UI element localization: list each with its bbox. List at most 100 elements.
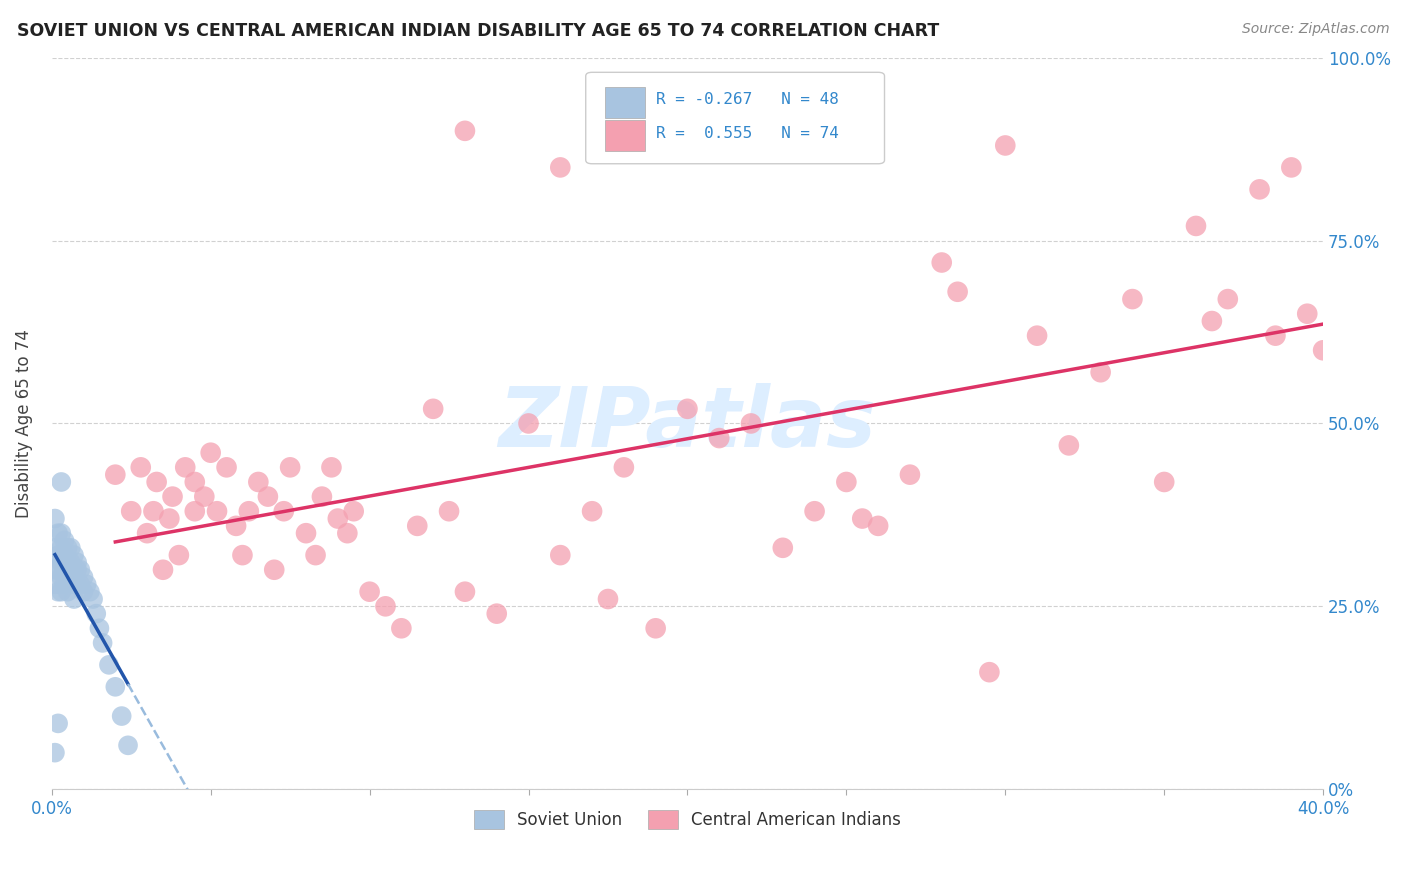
Point xyxy=(91,636,114,650)
Point xyxy=(145,475,167,489)
Point xyxy=(247,475,270,489)
Point xyxy=(1216,292,1239,306)
Point xyxy=(238,504,260,518)
Point xyxy=(946,285,969,299)
Point xyxy=(321,460,343,475)
Point xyxy=(167,548,190,562)
Point xyxy=(1026,328,1049,343)
Point xyxy=(868,519,890,533)
Point xyxy=(835,475,858,489)
FancyBboxPatch shape xyxy=(605,87,645,118)
Point xyxy=(931,255,953,269)
Point xyxy=(979,665,1001,680)
Point xyxy=(66,577,89,591)
Point xyxy=(97,657,120,672)
Point xyxy=(174,460,197,475)
Point xyxy=(66,556,89,570)
Point xyxy=(336,526,359,541)
Point xyxy=(517,417,540,431)
Point xyxy=(53,548,76,562)
Point xyxy=(51,526,73,541)
Point xyxy=(84,607,107,621)
FancyBboxPatch shape xyxy=(605,120,645,151)
Point xyxy=(82,592,104,607)
Point xyxy=(63,592,86,607)
Point xyxy=(389,621,412,635)
Point xyxy=(1057,438,1080,452)
Point xyxy=(129,460,152,475)
Point xyxy=(772,541,794,555)
Point xyxy=(374,599,396,614)
FancyBboxPatch shape xyxy=(586,72,884,164)
Point xyxy=(263,563,285,577)
Point xyxy=(56,570,79,584)
Point xyxy=(1296,307,1319,321)
Point xyxy=(59,556,82,570)
Point xyxy=(44,541,66,555)
Point xyxy=(311,490,333,504)
Point xyxy=(184,504,207,518)
Point xyxy=(53,563,76,577)
Text: R = -0.267   N = 48: R = -0.267 N = 48 xyxy=(655,92,838,107)
Point xyxy=(44,577,66,591)
Point xyxy=(56,541,79,555)
Point xyxy=(273,504,295,518)
Point xyxy=(193,490,215,504)
Point xyxy=(1312,343,1334,358)
Point xyxy=(44,563,66,577)
Point xyxy=(63,563,86,577)
Point xyxy=(709,431,731,445)
Point xyxy=(117,739,139,753)
Point xyxy=(46,548,69,562)
Point xyxy=(1153,475,1175,489)
Point xyxy=(120,504,142,518)
Point xyxy=(454,124,477,138)
Point xyxy=(136,526,159,541)
Point xyxy=(53,577,76,591)
Point xyxy=(44,746,66,760)
Point xyxy=(596,592,619,607)
Point xyxy=(51,475,73,489)
Point xyxy=(111,709,134,723)
Point xyxy=(851,511,873,525)
Point xyxy=(343,504,366,518)
Point xyxy=(51,570,73,584)
Point xyxy=(359,584,381,599)
Point xyxy=(162,490,184,504)
Point xyxy=(63,548,86,562)
Point xyxy=(142,504,165,518)
Point xyxy=(46,584,69,599)
Point xyxy=(46,563,69,577)
Point xyxy=(63,577,86,591)
Point xyxy=(454,584,477,599)
Point xyxy=(485,607,508,621)
Point xyxy=(740,417,762,431)
Point xyxy=(76,577,98,591)
Point xyxy=(104,467,127,482)
Point xyxy=(59,570,82,584)
Point xyxy=(152,563,174,577)
Point xyxy=(898,467,921,482)
Point xyxy=(46,716,69,731)
Point xyxy=(1090,365,1112,379)
Point xyxy=(304,548,326,562)
Point xyxy=(644,621,666,635)
Point xyxy=(676,401,699,416)
Point xyxy=(157,511,180,525)
Point xyxy=(59,541,82,555)
Point xyxy=(46,526,69,541)
Point xyxy=(803,504,825,518)
Point xyxy=(257,490,280,504)
Point xyxy=(44,511,66,525)
Point xyxy=(1121,292,1143,306)
Point xyxy=(69,577,91,591)
Point xyxy=(406,519,429,533)
Point xyxy=(205,504,228,518)
Point xyxy=(56,584,79,599)
Point xyxy=(326,511,349,525)
Point xyxy=(550,548,572,562)
Point xyxy=(278,460,301,475)
Point xyxy=(56,556,79,570)
Point xyxy=(51,556,73,570)
Point xyxy=(581,504,603,518)
